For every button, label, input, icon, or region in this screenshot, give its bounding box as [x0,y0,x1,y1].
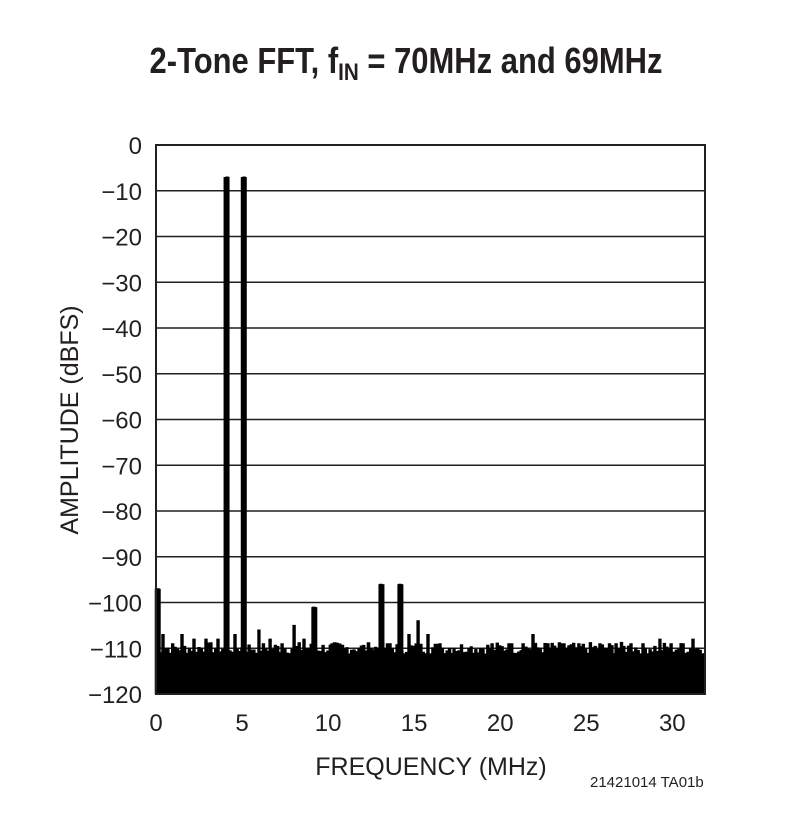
x-tick-label: 15 [401,710,428,737]
grid-lines [156,190,705,649]
title-main: 2-Tone FFT, f [149,40,339,81]
spectrum-peak [311,607,318,694]
x-tick-label: 20 [487,710,514,737]
x-axis-ticks: 0 5 10 15 20 25 30 [149,710,685,737]
y-tick-label: −110 [90,636,142,663]
y-axis-ticks: 0 −10 −20 −30 −40 −50 −60 −70 −80 −90 −100 −110 −120 [88,133,142,709]
plot-frame [155,144,706,695]
x-tick-label: 10 [315,710,342,737]
y-tick-label: −80 [101,499,142,526]
figure-code: 21421014 TA01b [590,774,704,791]
chart-title: 2-Tone FFT, fIN = 70MHz and 69MHz [57,40,755,87]
y-tick-label: −120 [88,682,142,709]
fft-spectrum [154,176,706,695]
y-tick-label: −90 [101,545,142,572]
y-tick-label: −40 [101,316,142,343]
x-tick-label: 30 [659,710,686,737]
spectrum-peak [154,588,161,694]
y-tick-label: −10 [101,179,142,206]
title-rest: = 70MHz and 69MHz [358,40,663,81]
x-tick-label: 5 [235,710,248,737]
title-subscript: IN [338,59,359,86]
y-axis-label: AMPLITUDE (dBFS) [56,305,84,534]
x-tick-label: 25 [573,710,600,737]
spectrum-peak [240,177,247,694]
spectrum-peak [397,584,404,694]
y-tick-label: −20 [101,225,142,252]
y-tick-label: −50 [101,362,142,389]
y-tick-label: 0 [129,133,142,160]
y-tick-label: −100 [88,591,142,618]
y-tick-label: −70 [101,453,142,480]
x-tick-label: 0 [149,710,162,737]
spectrum-peak [223,177,230,694]
y-tick-label: −60 [101,408,142,435]
spectrum-fill [155,176,706,695]
spectrum-peak [378,584,385,694]
y-tick-label: −30 [101,270,142,297]
x-axis-label: FREQUENCY (MHz) [315,753,546,781]
